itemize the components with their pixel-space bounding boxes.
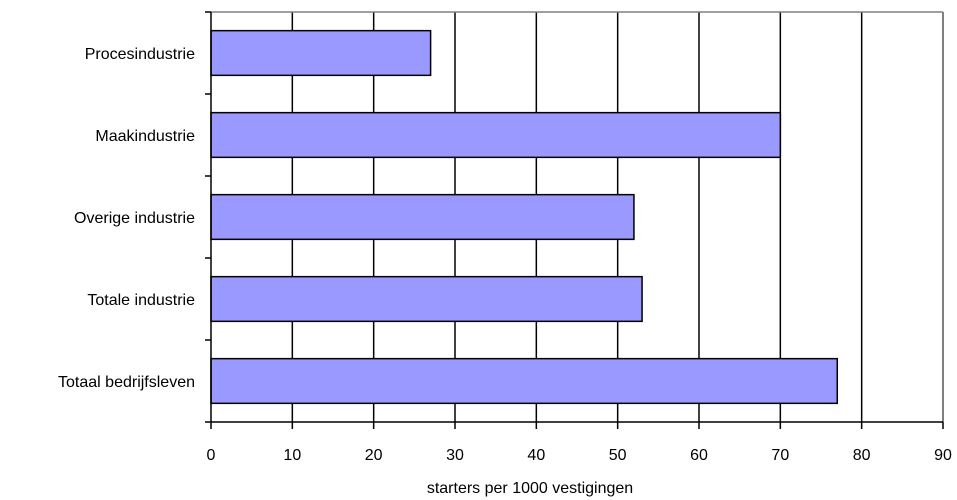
category-label: Totale industrie bbox=[87, 292, 195, 309]
category-label: Overige industrie bbox=[74, 210, 195, 227]
category-label: Procesindustrie bbox=[85, 46, 195, 63]
x-tick-label: 40 bbox=[527, 447, 545, 464]
x-tick-label: 80 bbox=[853, 447, 871, 464]
x-tick-label: 20 bbox=[365, 447, 383, 464]
x-tick-label: 70 bbox=[771, 447, 789, 464]
category-label: Maakindustrie bbox=[95, 128, 195, 145]
x-tick-label: 30 bbox=[446, 447, 464, 464]
bar-maakindustrie bbox=[210, 111, 782, 159]
x-tick-label: 0 bbox=[207, 447, 216, 464]
bar-procesindustrie bbox=[210, 29, 432, 77]
bar-overige-industrie bbox=[210, 193, 635, 241]
x-tick-label: 50 bbox=[609, 447, 627, 464]
axes bbox=[205, 11, 944, 429]
x-axis-title: starters per 1000 vestigingen bbox=[427, 480, 633, 497]
labels: 0 10 20 30 40 50 60 70 80 90 Procesindustrie Maakin… bbox=[58, 46, 952, 464]
x-tick-label: 10 bbox=[283, 447, 301, 464]
bar-totale-industrie bbox=[210, 275, 643, 323]
x-tick-label: 60 bbox=[690, 447, 708, 464]
bars bbox=[210, 29, 839, 405]
x-tick-label: 90 bbox=[934, 447, 952, 464]
bar-totaal-bedrijfsleven bbox=[210, 357, 839, 405]
category-label: Totaal bedrijfsleven bbox=[58, 374, 195, 391]
